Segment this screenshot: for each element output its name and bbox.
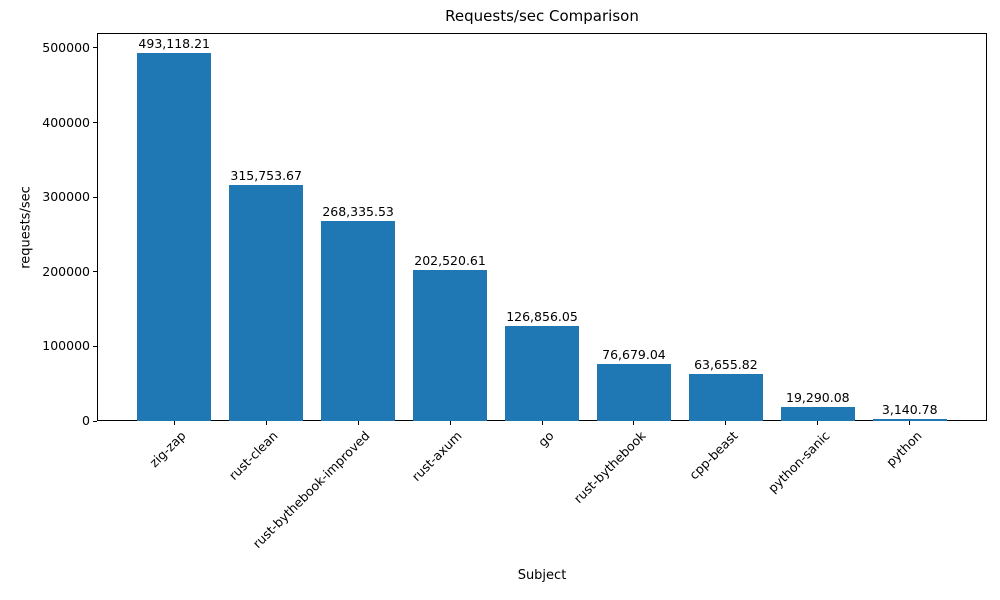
- bar: [413, 269, 487, 421]
- bar-value-label: 63,655.82: [694, 356, 758, 372]
- x-axis-label: Subject: [517, 568, 567, 583]
- bar-value-label: 268,335.53: [322, 203, 394, 219]
- bar-value-label: 19,290.08: [786, 389, 850, 405]
- x-tick-mark: [357, 421, 359, 425]
- x-tick-mark: [725, 421, 727, 425]
- bar: [137, 53, 211, 421]
- bar-value-label: 126,856.05: [506, 309, 578, 325]
- y-tick-mark: [93, 420, 97, 422]
- y-axis-label: requests/sec: [18, 186, 34, 269]
- bar-value-label: 315,753.67: [230, 168, 302, 184]
- chart-title: Requests/sec Comparison: [445, 7, 639, 25]
- bar: [872, 418, 947, 421]
- bar: [689, 373, 763, 421]
- bar: [505, 326, 579, 421]
- y-tick-label: 100000: [42, 338, 90, 354]
- y-tick-mark: [93, 122, 97, 124]
- bar: [229, 185, 303, 421]
- bar: [321, 220, 395, 421]
- bar: [781, 406, 855, 421]
- bar-value-label: 493,118.21: [138, 36, 210, 52]
- x-tick-mark: [633, 421, 635, 425]
- x-tick-mark: [909, 421, 911, 425]
- x-tick-mark: [817, 421, 819, 425]
- x-tick-mark: [173, 421, 175, 425]
- y-tick-label: 200000: [42, 263, 90, 279]
- y-tick-mark: [93, 47, 97, 49]
- x-tick-mark: [541, 421, 543, 425]
- bar: [597, 363, 671, 421]
- y-tick-label: 300000: [42, 189, 90, 205]
- bar-value-label: 3,140.78: [881, 401, 938, 417]
- y-tick-label: 400000: [42, 114, 90, 130]
- bar-value-label: 76,679.04: [602, 346, 666, 362]
- y-tick-mark: [93, 345, 97, 347]
- y-tick-mark: [93, 271, 97, 273]
- y-tick-mark: [93, 196, 97, 198]
- x-tick-mark: [449, 421, 451, 425]
- bar-value-label: 202,520.61: [414, 252, 486, 268]
- y-tick-label: 0: [82, 413, 90, 428]
- y-tick-label: 500000: [42, 39, 90, 55]
- x-tick-mark: [265, 421, 267, 425]
